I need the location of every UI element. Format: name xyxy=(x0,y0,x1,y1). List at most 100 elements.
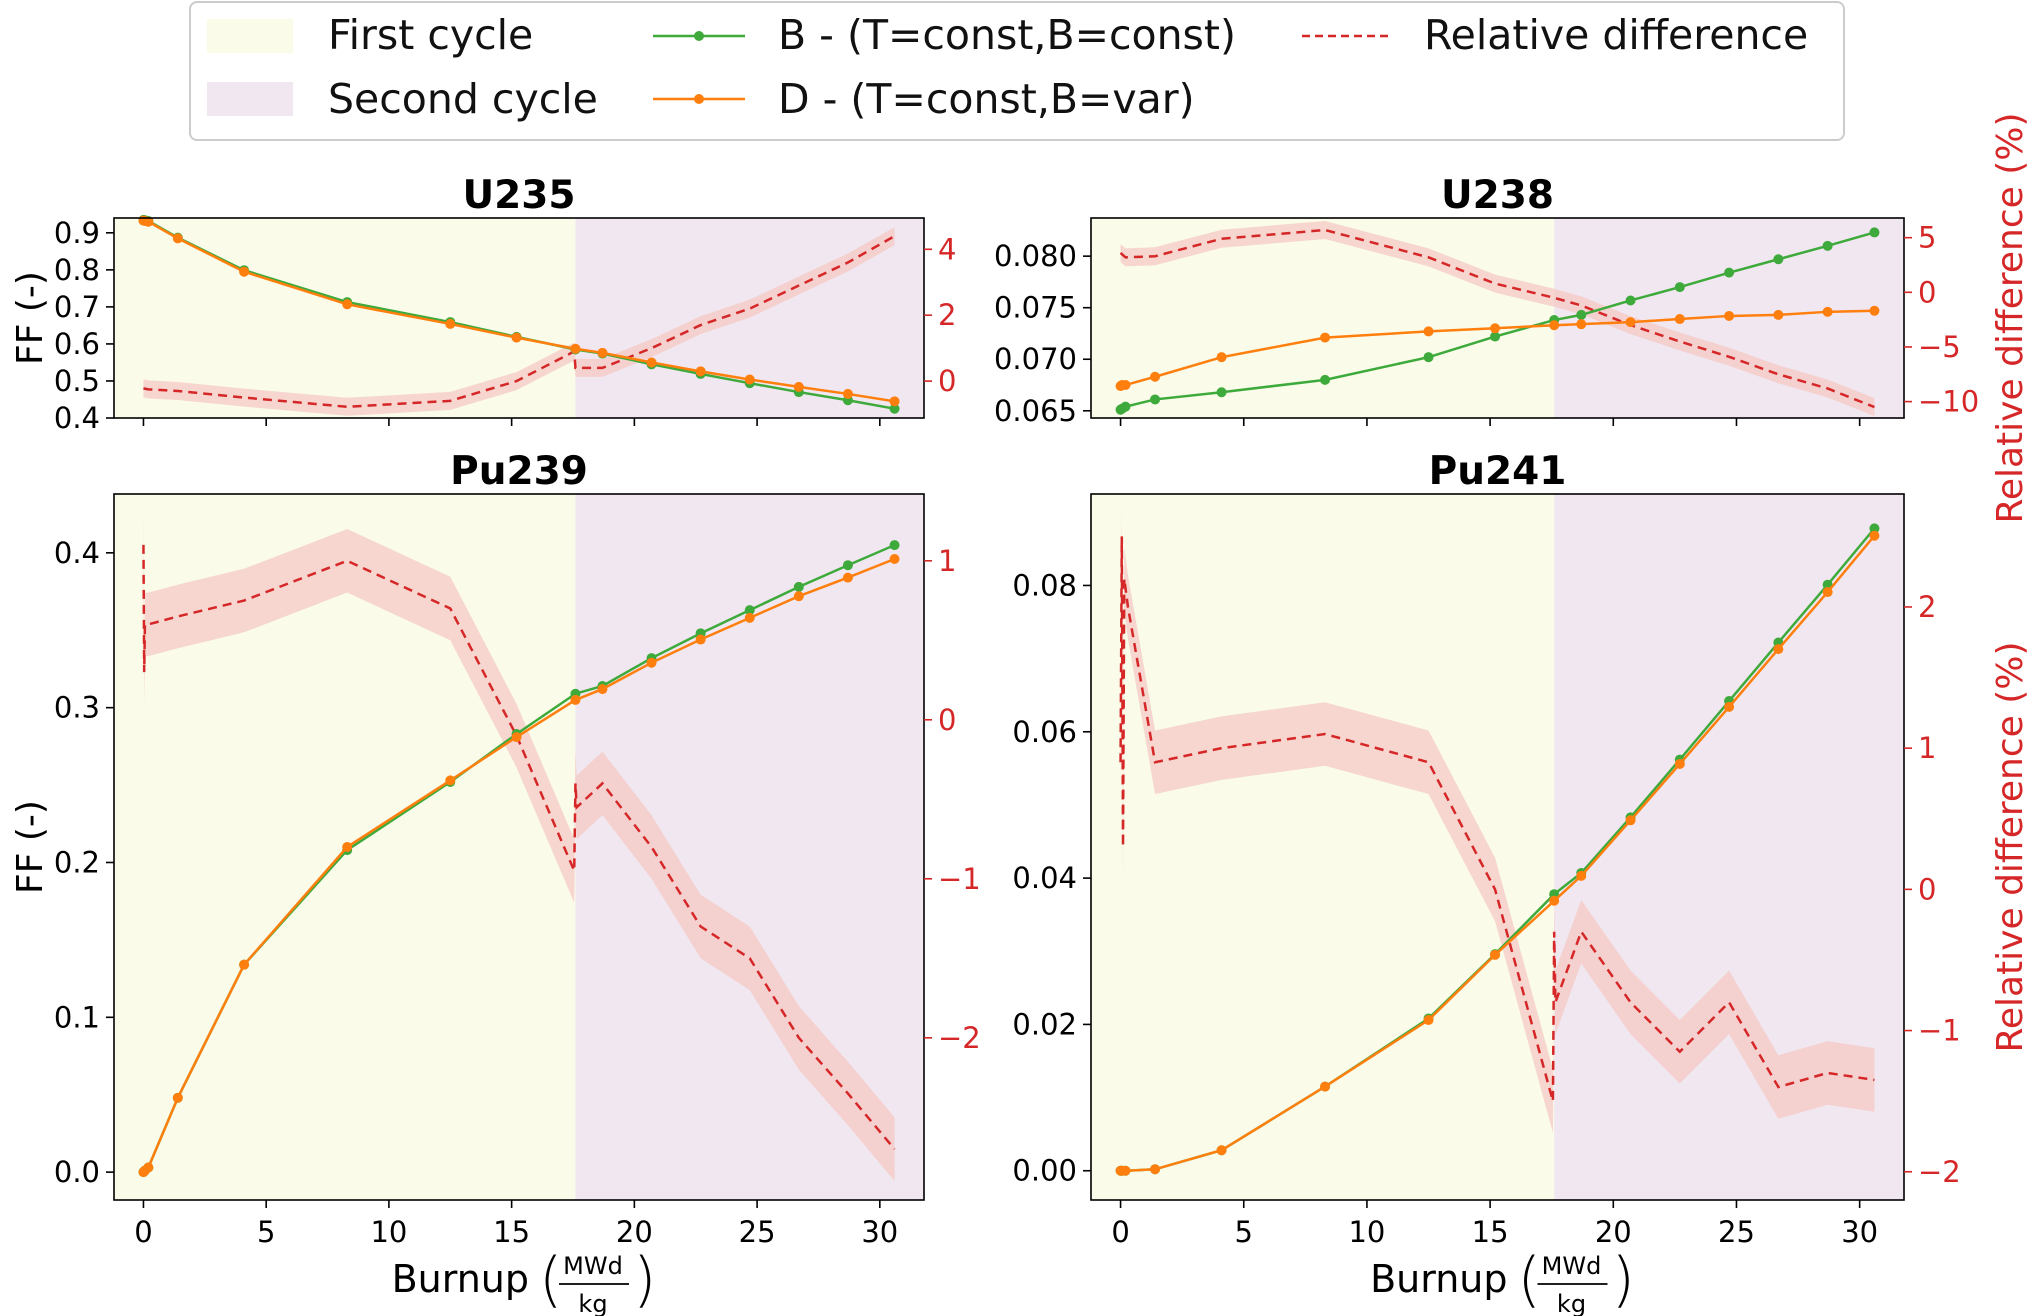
relative-difference-line xyxy=(1119,536,1875,1102)
legend-relative-label: Relative difference xyxy=(1424,11,1808,59)
series-b-point xyxy=(1576,309,1587,320)
y-tick-label: 0.4 xyxy=(54,401,100,435)
series-d-point xyxy=(445,318,456,329)
series-d-point xyxy=(1869,530,1880,541)
series-d-point xyxy=(1549,895,1560,906)
y-tick-label: 0.6 xyxy=(54,327,100,361)
y-tick-label: 0.065 xyxy=(994,394,1077,428)
x-axis-unit-denominator: kg xyxy=(578,1290,607,1316)
relative-difference-band xyxy=(143,227,895,416)
series-d-point xyxy=(1120,1165,1131,1176)
y-axis-label: FF (-) xyxy=(10,800,51,894)
series-b-point xyxy=(1674,282,1685,293)
x-axis-unit-numerator: MWd xyxy=(563,1252,623,1280)
y-tick-label: 0.4 xyxy=(54,536,100,570)
y-tick-label: 0.0 xyxy=(54,1155,100,1189)
x-tick-label: 0 xyxy=(1111,1215,1129,1249)
series-d-point xyxy=(1150,371,1161,382)
y-tick-label: 0.02 xyxy=(1012,1007,1077,1041)
y-right-tick-label: 2 xyxy=(938,298,956,332)
x-axis-unit-numerator: MWd xyxy=(1542,1252,1602,1280)
series-b-point xyxy=(793,581,804,592)
x-axis-label: Burnup xyxy=(1370,1257,1507,1301)
series-d-point xyxy=(1120,380,1131,391)
series-d-point xyxy=(744,374,755,385)
y-right-tick-label: 0 xyxy=(938,703,956,737)
series-b-point xyxy=(1423,352,1434,363)
series-b-point xyxy=(744,605,755,616)
legend-second-cycle-patch xyxy=(207,82,293,116)
series-d-line xyxy=(1120,534,1876,1172)
panel-u235: 0.40.50.60.70.80.9 0 2 4 U235 FF (-) xyxy=(10,173,956,435)
series-b-point xyxy=(1869,523,1880,534)
series-d-point xyxy=(1423,1015,1434,1026)
series-d-point xyxy=(1773,309,1784,320)
relative-difference-band xyxy=(1120,504,1875,1133)
series-d-point xyxy=(1773,644,1784,655)
series-d-point xyxy=(239,959,250,970)
axes-frame xyxy=(113,493,925,1201)
series-d-point xyxy=(172,233,183,244)
series-d-point xyxy=(1869,305,1880,316)
series-d-point xyxy=(143,1162,154,1173)
relative-difference-line xyxy=(1119,228,1875,409)
series-d-point xyxy=(1674,758,1685,769)
series-b-point xyxy=(1625,295,1636,306)
y-right-tick-label: 1 xyxy=(1918,731,1936,765)
series-d-point xyxy=(1724,701,1735,712)
x-axis-paren-open: ( xyxy=(539,1245,562,1315)
y-right-tick-label: 0 xyxy=(938,364,956,398)
y-tick-label: 0.08 xyxy=(1012,568,1077,602)
legend-series-d-marker xyxy=(694,94,704,104)
series-b-line xyxy=(1119,231,1875,411)
series-d-point xyxy=(1625,815,1636,826)
x-tick-label: 15 xyxy=(1472,1215,1509,1249)
series-d-point xyxy=(744,612,755,623)
series-d-point xyxy=(1216,1145,1227,1156)
legend-frame xyxy=(189,1,1845,141)
legend-second-cycle-label: Second cycle xyxy=(328,75,598,123)
series-d-point xyxy=(445,775,456,786)
legend-first-cycle-label: First cycle xyxy=(328,11,533,59)
y-right-tick-label: 0 xyxy=(1918,872,1936,906)
series-d-point xyxy=(597,347,608,358)
y-tick-label: 0.1 xyxy=(54,1000,100,1034)
axes-frame xyxy=(1090,217,1905,419)
x-axis-paren-close: ) xyxy=(1612,1245,1635,1315)
x-tick-label: 15 xyxy=(493,1215,530,1249)
y-right-tick-label: −2 xyxy=(1918,1155,1961,1189)
y-tick-label: 0.9 xyxy=(54,216,100,250)
series-d-point xyxy=(511,732,522,743)
series-d-point xyxy=(793,591,804,602)
legend-first-cycle-patch xyxy=(207,19,293,53)
y-tick-label: 0.070 xyxy=(994,342,1077,376)
y-right-tick-label: 4 xyxy=(938,232,956,266)
panel-pu239: 0 5 10 15 20 25 30 0.0 0.1 0.2 0.3 0.4 −2 −1 0 1 Pu239 FF… xyxy=(10,449,981,1316)
series-b-point xyxy=(1120,401,1131,412)
series-d-point xyxy=(1576,870,1587,881)
series-b-point xyxy=(1216,387,1227,398)
y-right-tick-label: −5 xyxy=(1918,330,1961,364)
series-d-point xyxy=(695,634,706,645)
series-d-point xyxy=(646,357,657,368)
series-d-point xyxy=(1150,1164,1161,1175)
series-d-point xyxy=(1490,949,1501,960)
legend: First cycle Second cycle B - (T=const,B=… xyxy=(189,1,1845,141)
series-d-point xyxy=(842,572,853,583)
y-right-tick-label: 1 xyxy=(938,544,956,578)
series-d-point xyxy=(1320,1081,1331,1092)
series-d-point xyxy=(1216,352,1227,363)
series-d-point xyxy=(143,216,154,227)
x-tick-label: 20 xyxy=(1595,1215,1632,1249)
x-tick-label: 5 xyxy=(257,1215,275,1249)
x-axis-label: Burnup xyxy=(392,1257,529,1301)
y-tick-label: 0.00 xyxy=(1012,1154,1077,1188)
series-b-point xyxy=(889,540,900,551)
panel-title: Pu239 xyxy=(450,449,588,494)
series-d-point xyxy=(570,694,581,705)
series-d-line xyxy=(142,557,896,1173)
y-axis-label: FF (-) xyxy=(10,271,51,365)
x-tick-label: 25 xyxy=(739,1215,776,1249)
series-d-point xyxy=(1320,332,1331,343)
panel-u238: 0.065 0.070 0.075 0.080 −10 −5 0 5 U238 Relative … xyxy=(994,112,2031,523)
